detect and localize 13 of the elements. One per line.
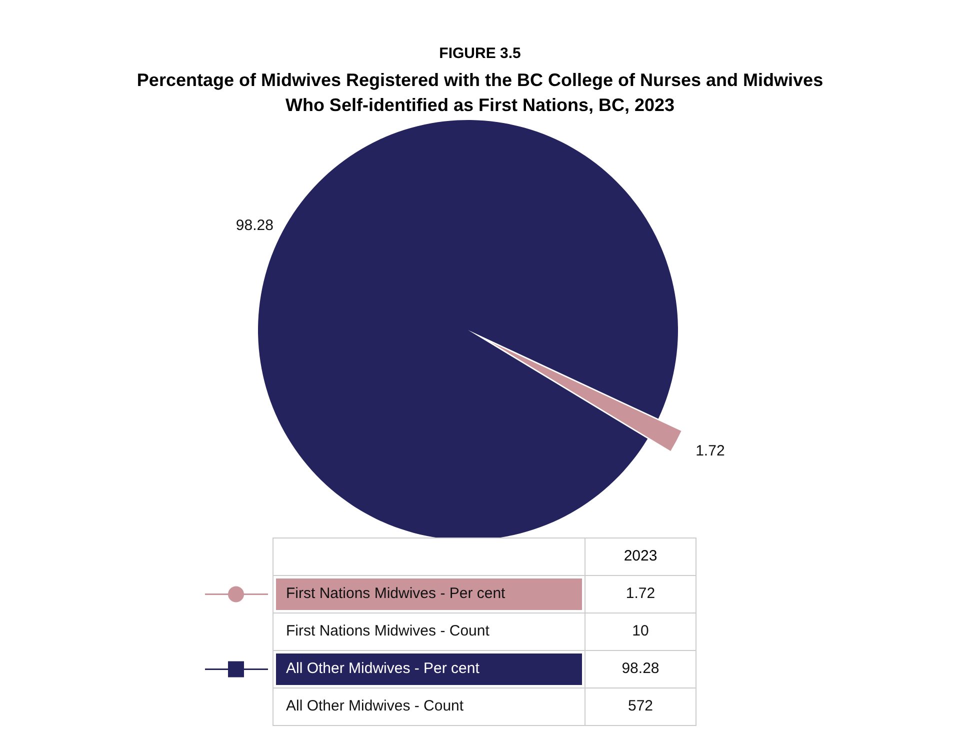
text: 1.72 — [626, 585, 656, 602]
text: 572 — [628, 698, 654, 715]
text: 2023 — [624, 548, 658, 565]
data-label: 1.72 — [696, 442, 725, 460]
legend-label: All Other Midwives - Per cent — [286, 660, 480, 678]
chart-title: FIGURE 3.5 — [439, 45, 521, 62]
text: 98.28 — [622, 660, 660, 678]
text: First Nations Midwives - Count — [286, 622, 490, 640]
data-label: 98.28 — [236, 217, 274, 234]
text: All Other Midwives - Count — [286, 698, 464, 715]
legend-label: First Nations Midwives - Per cent — [286, 585, 506, 602]
chart-subtitle: Percentage of Midwives Registered with the BC College of Nurses and Midwives Who Self-identified as First Nations, BC, 2023 — [136, 70, 824, 115]
text: 10 — [632, 622, 649, 640]
